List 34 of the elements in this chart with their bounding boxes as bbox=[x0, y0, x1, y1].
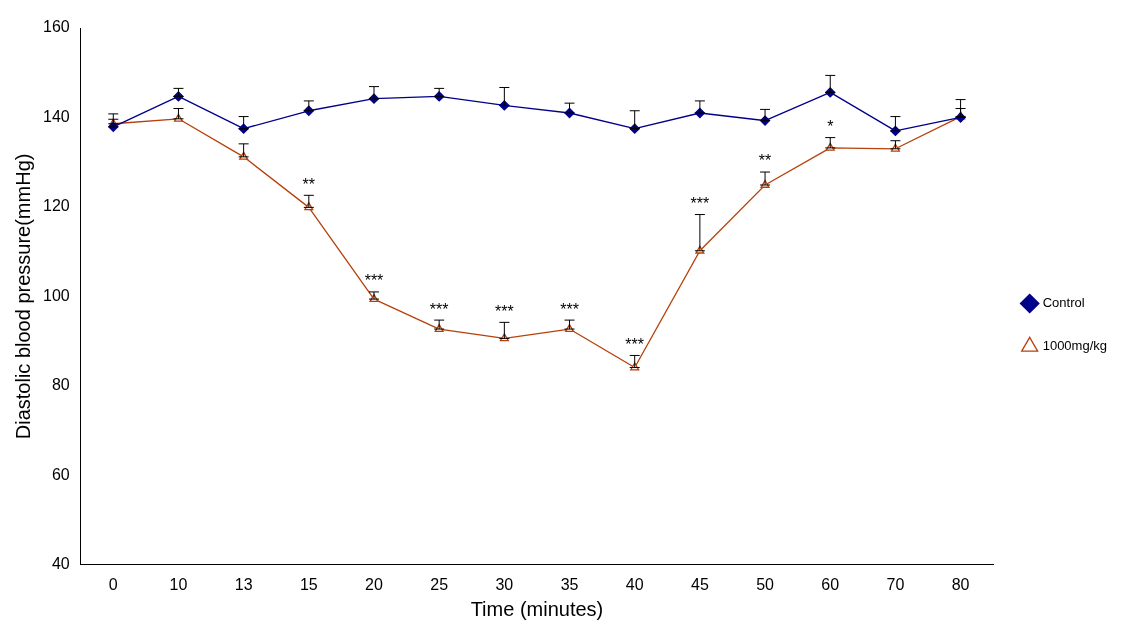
annotation: *** bbox=[364, 272, 384, 290]
x-tick-label: 15 bbox=[299, 575, 318, 593]
y-axis-title: Diastolic blood pressure(mmHg) bbox=[11, 153, 34, 440]
legend-label: 1000mg/kg bbox=[1042, 338, 1108, 354]
y-tick-label: 100 bbox=[42, 286, 70, 304]
annotation: * bbox=[827, 118, 834, 135]
x-tick-label: 60 bbox=[821, 575, 840, 593]
annotation: ** bbox=[302, 175, 316, 193]
y-tick-label: 80 bbox=[51, 376, 70, 394]
x-tick-label: 13 bbox=[234, 575, 253, 593]
x-tick-label: 20 bbox=[365, 575, 383, 593]
x-tick-label: 40 bbox=[625, 575, 644, 593]
annotation: *** bbox=[690, 194, 710, 212]
annotation: ** bbox=[758, 152, 772, 170]
x-tick-label: 50 bbox=[756, 575, 775, 593]
x-tick-label: 80 bbox=[951, 575, 970, 593]
legend-label: Control bbox=[1042, 295, 1085, 311]
y-tick-label: 40 bbox=[51, 555, 70, 573]
x-tick-label: 35 bbox=[560, 575, 579, 593]
y-tick-label: 140 bbox=[42, 107, 70, 125]
x-tick-label: 70 bbox=[886, 575, 905, 593]
x-axis-title: Time (minutes) bbox=[470, 597, 604, 620]
x-tick-label: 45 bbox=[690, 575, 709, 593]
x-tick-label: 25 bbox=[430, 575, 449, 593]
annotation: *** bbox=[625, 335, 645, 353]
x-tick-label: 30 bbox=[495, 575, 514, 593]
y-tick-label: 160 bbox=[42, 18, 70, 36]
y-tick-label: 120 bbox=[42, 197, 70, 215]
annotation: *** bbox=[495, 302, 514, 320]
annotation: *** bbox=[560, 300, 579, 318]
x-tick-label: 10 bbox=[169, 575, 188, 593]
annotation: *** bbox=[429, 300, 449, 318]
x-tick-label: 0 bbox=[108, 575, 118, 593]
y-tick-label: 60 bbox=[51, 465, 70, 483]
